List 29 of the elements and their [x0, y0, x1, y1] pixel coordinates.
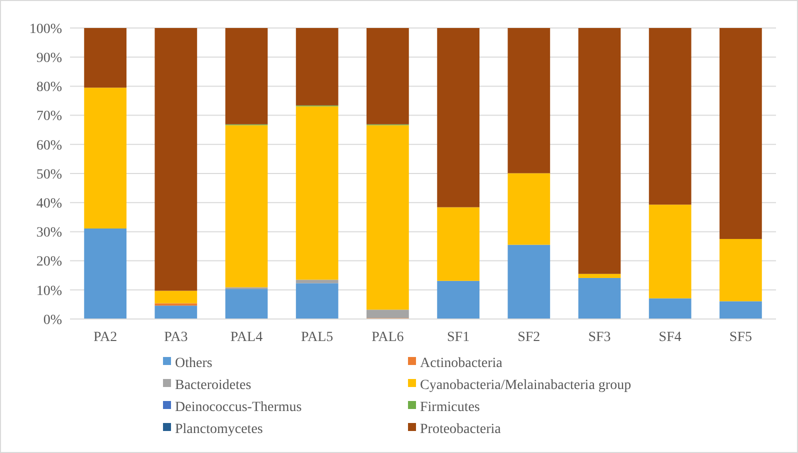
y-tick-label: 10% [36, 284, 62, 299]
legend-label: Others [175, 356, 212, 371]
legend-label: Bacteroidetes [175, 378, 252, 393]
y-tick-label: 70% [36, 109, 62, 124]
y-tick-label: 0% [43, 312, 62, 328]
x-tick-label: PAL6 [372, 330, 404, 345]
y-tick-label: 80% [36, 80, 62, 96]
x-tick-label: SF5 [729, 330, 752, 345]
legend-label: Deinococcus-Thermus [175, 400, 302, 415]
y-tick-label: 50% [36, 167, 62, 182]
x-tick-label: SF4 [658, 330, 682, 345]
x-tick-label: SF1 [447, 330, 470, 345]
x-tick-label: SF3 [588, 330, 611, 345]
y-tick-label: 60% [36, 138, 62, 154]
legend-label: Planctomycetes [175, 422, 263, 437]
y-tick-label: 90% [36, 51, 62, 66]
x-tick-label: PA2 [93, 330, 118, 345]
y-tick-label: 100% [29, 22, 62, 37]
y-tick-label: 20% [36, 254, 62, 270]
legend-label: Cyanobacteria/Melainabacteria group [420, 378, 632, 393]
legend-label: Firmicutes [420, 400, 480, 415]
x-tick-label: PAL4 [230, 330, 263, 345]
x-tick-label: SF2 [518, 330, 540, 345]
legend-label: Proteobacteria [420, 422, 502, 437]
x-tick-label: PAL5 [301, 330, 334, 345]
y-tick-label: 40% [36, 196, 62, 212]
y-tick-label: 30% [36, 226, 62, 241]
x-tick-label: PA3 [164, 330, 188, 345]
legend-label: Actinobacteria [420, 356, 504, 371]
